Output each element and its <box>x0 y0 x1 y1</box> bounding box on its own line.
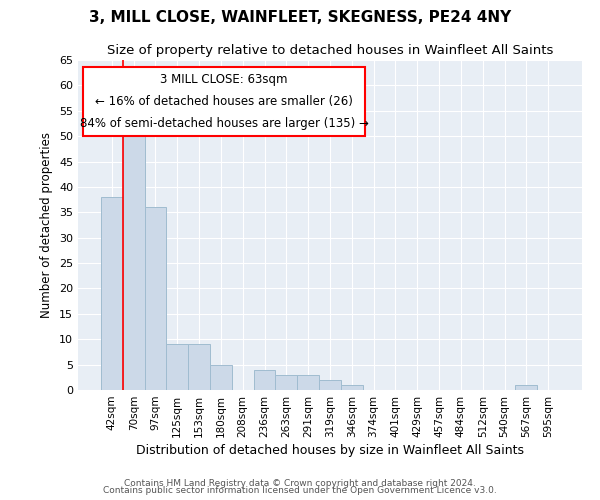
Text: 84% of semi-detached houses are larger (135) →: 84% of semi-detached houses are larger (… <box>80 117 368 130</box>
Bar <box>254 370 275 390</box>
Bar <box>101 197 123 390</box>
Bar <box>515 385 537 390</box>
Bar <box>188 344 210 390</box>
Title: Size of property relative to detached houses in Wainfleet All Saints: Size of property relative to detached ho… <box>107 44 553 58</box>
Text: 3 MILL CLOSE: 63sqm: 3 MILL CLOSE: 63sqm <box>160 72 288 86</box>
Bar <box>145 207 166 390</box>
Bar <box>210 364 232 390</box>
Text: Contains public sector information licensed under the Open Government Licence v3: Contains public sector information licen… <box>103 486 497 495</box>
Y-axis label: Number of detached properties: Number of detached properties <box>40 132 53 318</box>
Bar <box>275 375 297 390</box>
FancyBboxPatch shape <box>83 66 365 136</box>
Bar <box>166 344 188 390</box>
Text: ← 16% of detached houses are smaller (26): ← 16% of detached houses are smaller (26… <box>95 95 353 108</box>
Text: 3, MILL CLOSE, WAINFLEET, SKEGNESS, PE24 4NY: 3, MILL CLOSE, WAINFLEET, SKEGNESS, PE24… <box>89 10 511 25</box>
Bar <box>297 375 319 390</box>
X-axis label: Distribution of detached houses by size in Wainfleet All Saints: Distribution of detached houses by size … <box>136 444 524 457</box>
Bar <box>123 116 145 390</box>
Bar <box>319 380 341 390</box>
Bar <box>341 385 363 390</box>
Text: Contains HM Land Registry data © Crown copyright and database right 2024.: Contains HM Land Registry data © Crown c… <box>124 478 476 488</box>
